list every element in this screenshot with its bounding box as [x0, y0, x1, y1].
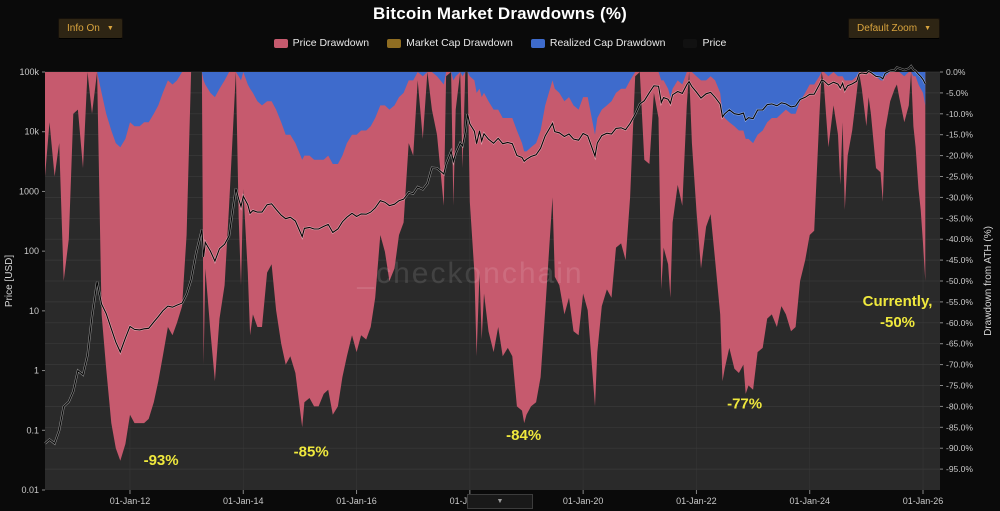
y-left-tick-label: 1	[34, 366, 39, 376]
legend-item-price[interactable]: Price	[683, 37, 726, 49]
y-left-tick-label: 10	[29, 306, 39, 316]
y-right-tick-label: -60.0%	[946, 318, 973, 328]
watermark: _checkonchain	[356, 257, 583, 290]
annotation: Currently,	[863, 293, 933, 310]
legend-label: Price Drawdown	[292, 37, 370, 49]
y-right-tick-label: -95.0%	[946, 464, 973, 474]
legend-swatch	[387, 38, 402, 48]
y-left-tick-label: 100k	[19, 67, 39, 77]
legend-label: Price	[702, 37, 727, 49]
y-right-tick-label: -85.0%	[946, 422, 973, 432]
y-right-tick-label: -15.0%	[946, 130, 973, 140]
y-axis-left: 100k 10k 1000 100 10 1 0.1 0.01 Price [USD]	[4, 67, 45, 495]
x-tick-label: 01-Jan-16	[336, 496, 377, 506]
y-right-tick-label: -10.0%	[946, 109, 973, 119]
chevron-down-icon: ▼	[496, 498, 504, 505]
x-tick-label: 01-Jan-20	[563, 496, 604, 506]
info-toggle-button[interactable]: Info On ▼	[58, 18, 123, 39]
info-toggle-label: Info On	[67, 23, 100, 34]
realized-cap-drawdown-area[interactable]	[45, 72, 926, 164]
legend-swatch	[273, 38, 288, 48]
y-left-tick-label: 0.1	[26, 425, 39, 435]
y-right-tick-label: 0.0%	[946, 67, 966, 77]
annotation: -84%	[506, 427, 541, 444]
x-tick-label: 01-Jan-14	[223, 496, 264, 506]
x-tick-label: 01-Jan-24	[789, 496, 830, 506]
y-left-tick-label: 100	[24, 246, 39, 256]
y-left-tick-label: 1000	[19, 186, 39, 196]
y-right-tick-label: -55.0%	[946, 297, 973, 307]
y-right-tick-label: -80.0%	[946, 401, 973, 411]
annotation: -50%	[880, 314, 915, 331]
y-right-tick-label: -70.0%	[946, 360, 973, 370]
page-title: Bitcoin Market Drawdowns (%)	[372, 4, 628, 23]
y-right-tick-label: -35.0%	[946, 213, 973, 223]
y-right-tick-label: -20.0%	[946, 151, 973, 161]
x-tick-label: 01-Jan-22	[676, 496, 717, 506]
zoom-preset-button[interactable]: Default Zoom ▼	[848, 18, 940, 39]
x-tick-label: 01-Jan-12	[110, 496, 151, 506]
chevron-down-icon: ▼	[924, 25, 931, 32]
annotations: -93% -85% -84% -77% Currently, -50%	[144, 293, 933, 469]
y-right-tick-label: -25.0%	[946, 172, 973, 182]
x-tick-label: 01-Jan-26	[903, 496, 944, 506]
legend-label: Realized Cap Drawdown	[549, 37, 666, 49]
zoom-preset-label: Default Zoom	[857, 23, 918, 34]
legend-label: Market Cap Drawdown	[406, 37, 513, 49]
y-right-axis-title: Drawdown from ATH (%)	[983, 226, 994, 336]
price-drawdown-area[interactable]	[45, 72, 926, 461]
y-right-tick-label: -5.0%	[946, 88, 969, 98]
y-left-axis-title: Price [USD]	[4, 255, 15, 307]
legend-swatch	[530, 38, 545, 48]
legend-item-price-drawdown[interactable]: Price Drawdown	[273, 37, 370, 49]
legend-swatch	[683, 38, 698, 48]
price-line[interactable]	[44, 65, 926, 445]
y-right-tick-label: -65.0%	[946, 339, 973, 349]
annotation: -93%	[144, 452, 179, 469]
y-left-tick-label: 10k	[24, 127, 39, 137]
y-axis-right: 0.0% -5.0% -10.0% -15.0% -20.0% -25.0% -30.0% -…	[940, 67, 994, 474]
y-right-tick-label: -50.0%	[946, 276, 973, 286]
y-right-tick-label: -75.0%	[946, 381, 973, 391]
annotation: -77%	[727, 396, 762, 413]
legend-item-realized-cap-drawdown[interactable]: Realized Cap Drawdown	[530, 37, 666, 49]
legend: Price Drawdown Market Cap Drawdown Realize…	[0, 37, 1000, 49]
y-right-tick-label: -40.0%	[946, 234, 973, 244]
legend-item-market-cap-drawdown[interactable]: Market Cap Drawdown	[387, 37, 513, 49]
bottom-drawer-toggle[interactable]: ▼	[467, 494, 533, 509]
y-right-tick-label: -45.0%	[946, 255, 973, 265]
annotation: -85%	[294, 444, 329, 461]
chevron-down-icon: ▼	[106, 25, 114, 32]
y-left-tick-label: 0.01	[21, 485, 39, 495]
y-right-tick-label: -90.0%	[946, 443, 973, 453]
y-right-tick-label: -30.0%	[946, 192, 973, 202]
